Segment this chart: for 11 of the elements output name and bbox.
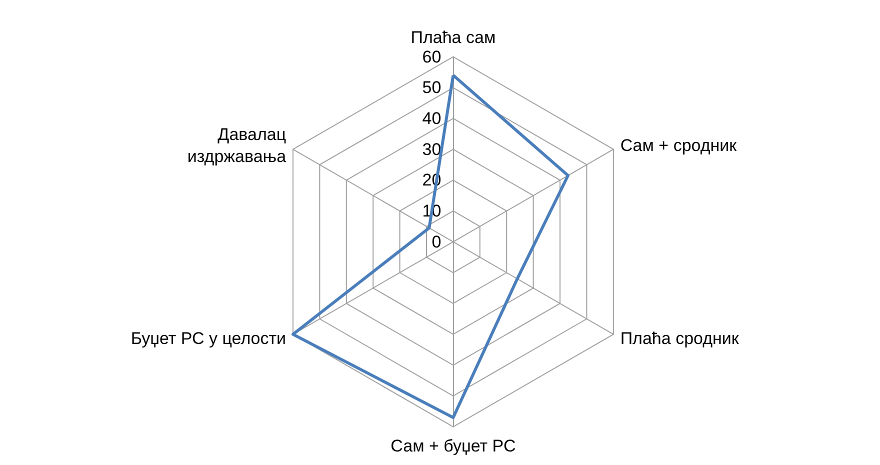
spoke-label: Сам + сродник bbox=[620, 136, 738, 155]
spoke-label: Сам + буџет РС bbox=[390, 436, 516, 456]
spoke-label: Плаћа сродник bbox=[620, 328, 740, 348]
y-tick-label: 50 bbox=[422, 78, 442, 98]
y-tick-label: 30 bbox=[422, 140, 442, 159]
y-tick-label: 60 bbox=[422, 47, 442, 66]
spoke-label: Плаћа сам bbox=[410, 28, 496, 47]
spoke-label: Буџет РС у целости bbox=[130, 328, 286, 348]
spoke-label: Давалац издржавања bbox=[187, 124, 287, 166]
y-tick-label: 40 bbox=[422, 108, 442, 128]
y-tick-label: 0 bbox=[432, 232, 442, 252]
